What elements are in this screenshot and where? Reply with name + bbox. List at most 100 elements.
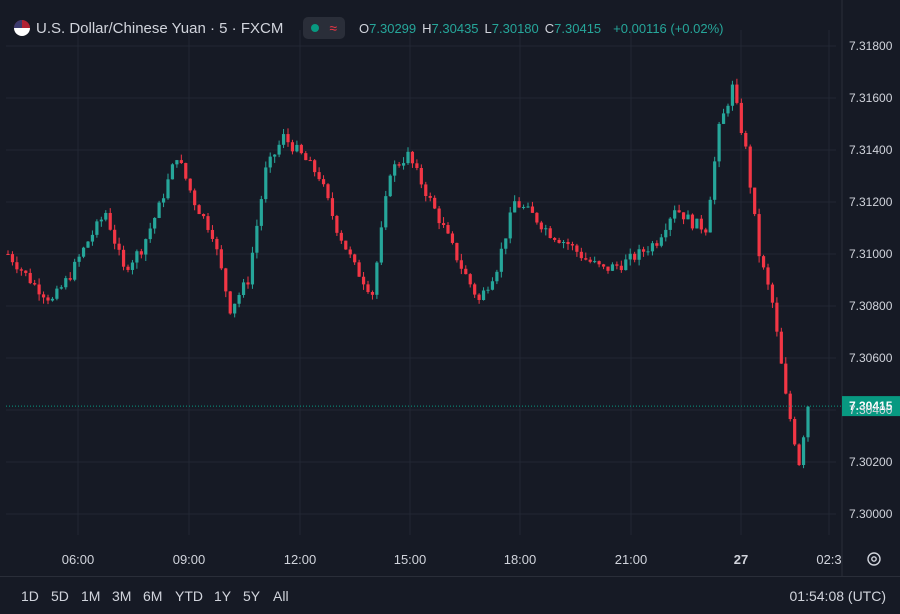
price-change: +0.00116 (+0.02%) (613, 20, 724, 36)
candle-body (397, 164, 401, 166)
candle-body (206, 216, 210, 230)
candle-body (757, 214, 761, 257)
candle-body (610, 264, 615, 271)
candle-body (624, 259, 628, 271)
range-button-5y[interactable]: 5Y (243, 588, 261, 604)
symbol-title[interactable]: U.S. Dollar/Chinese Yuan · 5 · FXCM (36, 19, 284, 37)
candle-body (228, 291, 232, 314)
time-tick-label: 27 (734, 552, 748, 567)
candle-body (308, 160, 312, 162)
candle-body (606, 266, 610, 271)
candle-body (50, 298, 55, 301)
settings-icon[interactable] (866, 551, 882, 567)
candle-body (259, 199, 263, 226)
candle-body (801, 437, 806, 466)
candle-body (668, 218, 672, 230)
candle-body (410, 151, 415, 164)
candle-body (699, 218, 703, 230)
candle-body (713, 161, 717, 200)
candle-body (255, 225, 259, 253)
candle-body (424, 184, 428, 197)
high-value: 7.30435 (431, 20, 479, 36)
candle-body (779, 331, 783, 364)
candle-body (46, 297, 50, 301)
range-button-5d[interactable]: 5D (51, 588, 69, 604)
price-tick-label: 7.30000 (849, 507, 893, 521)
candle-body (535, 212, 539, 223)
us-flag-icon (14, 20, 30, 36)
price-tick-label: 7.31000 (849, 247, 893, 261)
chart-area[interactable]: 7.30415 7.31800 7.31600 7.31400 7.31200 7.31… (0, 0, 900, 576)
ohlc-values: O7.30299 H7.30435 L7.30180 C7.30415 (359, 21, 601, 36)
candle-body (281, 134, 286, 145)
range-button-all[interactable]: All (273, 588, 289, 604)
range-button-6m[interactable]: 6M (143, 588, 163, 604)
candle-body (490, 281, 495, 290)
candle-body (10, 254, 15, 263)
utc-clock[interactable]: 01:54:08 (UTC) (789, 588, 886, 604)
candle-body (775, 302, 779, 332)
candle-body (375, 262, 379, 295)
candle-body (33, 283, 37, 285)
candle-body (637, 249, 641, 260)
candle-body (339, 232, 343, 241)
candle-body (268, 156, 272, 168)
close-value: 7.30415 (554, 20, 602, 36)
candle-body (797, 444, 801, 466)
candle-body (161, 198, 166, 203)
price-tick-label: 7.30400 (849, 403, 893, 417)
candle-body (766, 267, 770, 285)
range-button-1y[interactable]: 1Y (214, 588, 232, 604)
candle-body (313, 160, 317, 173)
candle-body (81, 247, 86, 257)
candle-body (459, 260, 463, 269)
range-button-1d[interactable]: 1D (21, 588, 39, 604)
candle-body (179, 160, 183, 164)
candle-body (717, 123, 721, 162)
candle-body (335, 215, 339, 233)
candle-body (495, 271, 499, 282)
candle-body (761, 256, 766, 268)
time-tick-label: 12:00 (284, 552, 317, 567)
candle-body (219, 249, 223, 269)
open-key: O (359, 20, 370, 36)
candle-body (121, 249, 126, 267)
time-tick-label: 18:00 (504, 552, 537, 567)
candle-body (108, 212, 112, 230)
candle-body (197, 205, 201, 215)
range-button-1m[interactable]: 1M (81, 588, 101, 604)
candle-body (273, 154, 277, 157)
candle-body (384, 196, 388, 228)
candle-body (104, 212, 108, 220)
candle-body (557, 239, 561, 243)
candle-body (166, 179, 170, 199)
time-tick-label: 09:00 (173, 552, 206, 567)
candle-body (504, 238, 508, 249)
candle-body (721, 113, 726, 124)
candle-body (566, 242, 570, 245)
candle-body (695, 218, 699, 229)
candle-body (59, 287, 63, 289)
candle-body (450, 233, 455, 243)
candle-body (130, 262, 135, 270)
candle-body (144, 239, 148, 255)
candle-body (175, 160, 179, 165)
candle-body (419, 167, 423, 185)
time-tick-label: 02:3 (816, 552, 841, 567)
candle-body (135, 251, 139, 263)
candle-body (548, 228, 552, 239)
candle-body (286, 134, 290, 143)
candle-body (233, 303, 237, 314)
candle-body (210, 229, 215, 239)
market-status-pill[interactable]: ≈ (303, 17, 346, 39)
candle-body (330, 198, 335, 216)
candlestick-chart[interactable]: 7.30415 7.31800 7.31600 7.31400 7.31200 7.31… (0, 0, 900, 576)
candle-body (704, 229, 708, 233)
candle-body (588, 259, 592, 262)
range-button-ytd[interactable]: YTD (175, 588, 203, 604)
candle-body (393, 164, 397, 176)
range-button-3m[interactable]: 3M (112, 588, 132, 604)
candle-body (441, 223, 446, 226)
close-key: C (544, 20, 555, 36)
candle-body (655, 243, 659, 246)
